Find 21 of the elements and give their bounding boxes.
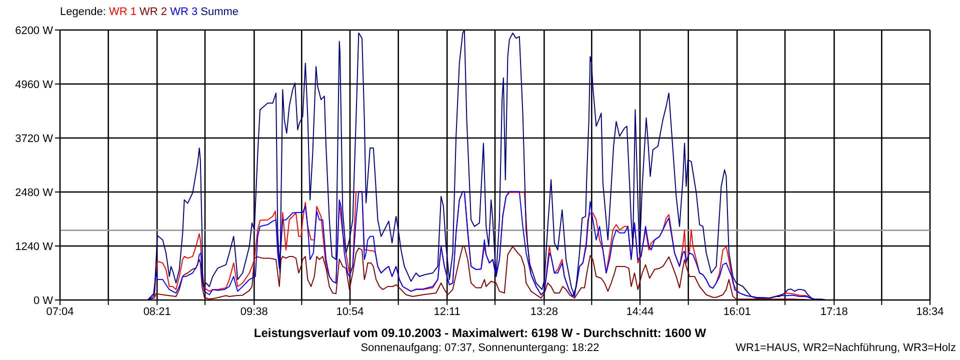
x-tick-label: 16:01 xyxy=(723,306,751,318)
x-tick-label: 08:21 xyxy=(143,306,171,318)
x-tick-label: 13:28 xyxy=(530,306,558,318)
x-tick-label: 12:11 xyxy=(434,306,460,318)
x-tick-label: 07:04 xyxy=(46,306,74,318)
y-tick-label: 0 W xyxy=(33,294,54,307)
text: Leistungsverlauf vom 09.10.2003 - Maximalwert: 6198 W - Durchschnitt: 1600 W xyxy=(252,326,708,340)
x-tick-label: 09:38 xyxy=(240,306,268,318)
text: WR1=HAUS, WR2=Nachführung, WR3=Holz xyxy=(736,342,956,354)
x-tick-label: 17:18 xyxy=(820,306,848,318)
y-tick-label: 6200 W xyxy=(15,24,54,37)
y-tick-label: 3720 W xyxy=(15,132,54,145)
y-tick-label: 2480 W xyxy=(15,186,54,199)
y-tick-label: 1240 W xyxy=(15,240,54,253)
x-tick-label: 14:44 xyxy=(626,306,654,318)
x-tick-label: 18:34 xyxy=(916,306,944,318)
text: Sonnenaufgang: 07:37, Sonnenuntergang: 18:22 xyxy=(360,342,600,354)
y-tick-label: 4960 W xyxy=(15,78,54,91)
x-tick-label: 10:54 xyxy=(336,306,364,318)
legend: Legende: WR 1 WR 2 WR 3 Summe xyxy=(60,6,239,18)
line-series xyxy=(147,30,827,300)
